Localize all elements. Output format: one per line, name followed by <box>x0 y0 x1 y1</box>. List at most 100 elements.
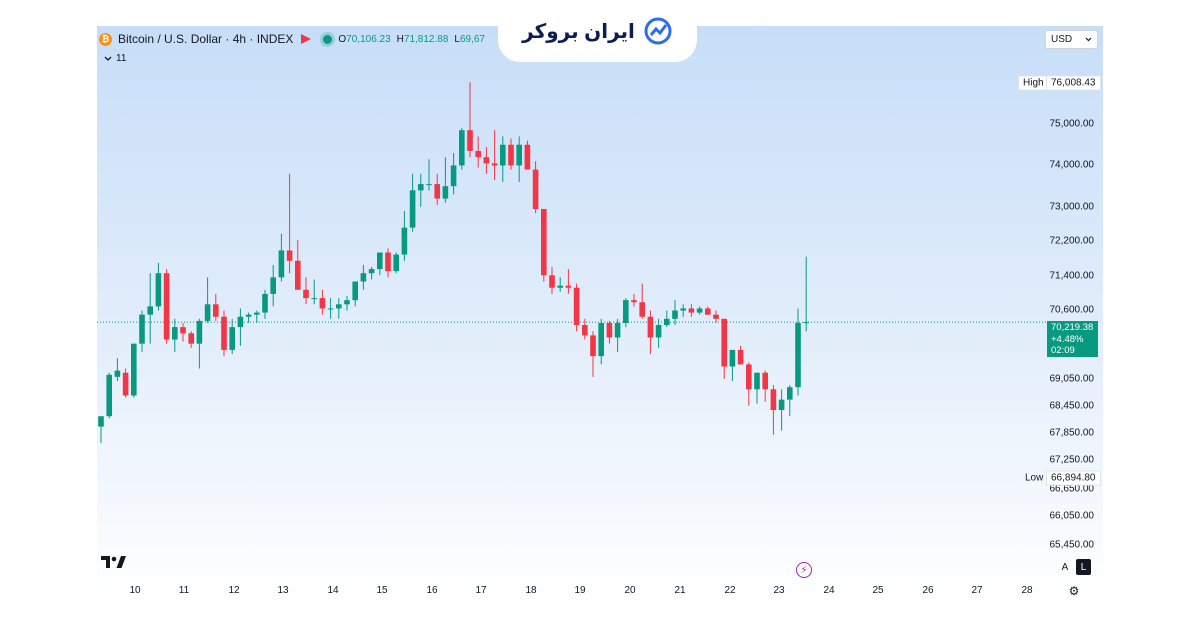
candle <box>442 157 449 203</box>
candle-body <box>606 322 613 338</box>
candle <box>672 300 678 326</box>
candle <box>803 256 809 332</box>
candle-body <box>754 372 760 390</box>
candle-body <box>573 287 580 326</box>
time-tick-label: 14 <box>327 585 339 596</box>
candlestick-chart[interactable] <box>97 26 1103 601</box>
symbol-title[interactable]: Bitcoin / U.S. Dollar · 4h · INDEX <box>118 32 294 46</box>
high-marker-value: 76,008.43 <box>1046 75 1101 91</box>
time-tick-label: 10 <box>129 585 141 596</box>
log-scale-button[interactable]: L <box>1076 559 1091 575</box>
time-tick-label: 20 <box>624 585 636 596</box>
candle <box>508 138 514 170</box>
candle <box>434 173 440 205</box>
candle-body <box>254 312 260 315</box>
candle-body <box>196 320 203 344</box>
candle <box>778 389 785 431</box>
candle-body <box>639 302 645 317</box>
bar-countdown: 02:09 <box>1051 345 1075 356</box>
candle-body <box>139 314 145 344</box>
high-label: H <box>396 33 404 45</box>
candle-body <box>295 260 301 290</box>
chart-panel[interactable] <box>97 26 1103 601</box>
candle-body <box>311 298 317 300</box>
price-tick-label: 75,000.00 <box>1049 118 1095 130</box>
candle <box>270 264 276 307</box>
candle <box>475 136 481 168</box>
candle <box>147 273 153 344</box>
candle <box>582 318 588 340</box>
candle <box>319 289 326 315</box>
candle-body <box>303 289 309 299</box>
candle-body <box>336 304 342 309</box>
candle <box>557 277 563 292</box>
candle <box>787 385 793 417</box>
candle-body <box>737 349 744 365</box>
candle-body <box>418 184 424 191</box>
candle-body <box>188 333 194 344</box>
time-tick-label: 16 <box>426 585 438 596</box>
candle-body <box>344 300 350 305</box>
price-tick-label: 66,650.00 <box>1049 483 1095 495</box>
time-tick-label: 21 <box>674 585 686 596</box>
candle-body <box>565 285 572 288</box>
price-tick-label: 67,850.00 <box>1049 427 1095 439</box>
candle <box>770 385 777 435</box>
candle <box>352 281 358 307</box>
candle-body <box>590 335 596 357</box>
candle-body <box>442 186 449 199</box>
open-label: O <box>338 33 347 45</box>
candle <box>262 289 268 319</box>
time-tick-label: 22 <box>724 585 736 596</box>
candle-body <box>245 314 252 317</box>
candle-body <box>352 281 358 301</box>
gear-icon[interactable]: ⚙ <box>1068 584 1080 598</box>
candle-body <box>803 322 809 324</box>
candle-body <box>672 310 678 319</box>
currency-select[interactable]: USD <box>1045 30 1098 49</box>
candle-body <box>360 273 367 282</box>
lightning-icon[interactable]: ⚡ <box>796 562 812 578</box>
candle-body <box>163 273 170 340</box>
candle-body <box>508 144 514 166</box>
chevron-down-icon <box>104 56 112 61</box>
candle-body <box>467 130 473 151</box>
indicators-toggle[interactable]: 11 <box>104 53 126 64</box>
low-marker-value: 66,894.80 <box>1046 470 1101 486</box>
time-tick-label: 15 <box>376 585 388 596</box>
candle-body <box>795 322 801 388</box>
candle-body <box>450 165 457 187</box>
candle <box>713 310 719 323</box>
candle-body <box>516 144 522 166</box>
low-marker-label: Low <box>1025 472 1044 484</box>
candle-body <box>787 387 793 400</box>
candle-body <box>106 374 112 417</box>
candle-body <box>631 300 637 303</box>
time-tick-label: 25 <box>872 585 884 596</box>
flag-icon[interactable] <box>301 34 312 44</box>
candle-body <box>762 372 768 390</box>
candle-body <box>541 208 547 276</box>
candle <box>377 252 383 276</box>
candle <box>623 298 629 328</box>
candle-body <box>713 314 719 319</box>
open-value: 70,106.23 <box>346 33 391 45</box>
candle-body <box>434 184 440 199</box>
auto-scale-button[interactable]: A <box>1061 561 1069 573</box>
time-tick-label: 17 <box>475 585 487 596</box>
chevron-down-icon <box>1085 37 1092 42</box>
candle-body <box>393 254 399 272</box>
candle <box>368 267 375 280</box>
tradingview-logo-icon[interactable] <box>101 555 127 569</box>
price-tick-label: 70,600.00 <box>1049 304 1095 316</box>
candle-body <box>368 269 375 274</box>
candle <box>532 161 539 214</box>
candle <box>360 264 367 290</box>
low-label: L <box>454 33 460 45</box>
candle <box>163 269 170 344</box>
candle-body <box>721 318 727 367</box>
candle-body <box>532 169 539 209</box>
candle <box>647 310 654 355</box>
candle <box>664 310 670 328</box>
candle-body <box>664 318 670 326</box>
